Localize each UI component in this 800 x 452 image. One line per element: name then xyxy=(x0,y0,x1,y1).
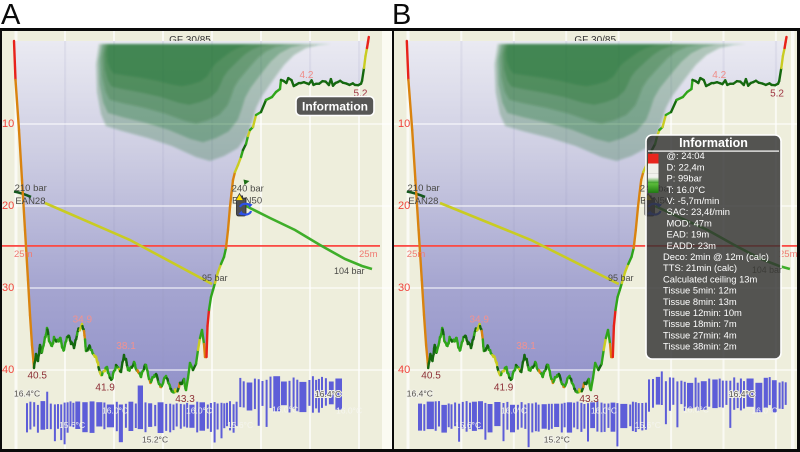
svg-text:15.6°C: 15.6°C xyxy=(227,420,253,430)
svg-text:30: 30 xyxy=(398,282,410,294)
svg-text:EADD: 23m: EADD: 23m xyxy=(667,240,717,251)
svg-text:10: 10 xyxy=(2,118,14,130)
svg-text:SAC: 23,4ℓ/min: SAC: 23,4ℓ/min xyxy=(667,206,730,217)
svg-text:15.2°C: 15.2°C xyxy=(544,435,570,445)
svg-text:Tissue 12min: 10m: Tissue 12min: 10m xyxy=(663,307,742,318)
svg-text:40.5: 40.5 xyxy=(28,371,48,382)
svg-text:16.4°C: 16.4°C xyxy=(14,389,40,399)
svg-text:16.0°C: 16.0°C xyxy=(501,406,527,416)
svg-text:EAN28: EAN28 xyxy=(408,196,438,207)
svg-text:Information: Information xyxy=(679,136,748,150)
svg-text:Tissue 8min: 13m: Tissue 8min: 13m xyxy=(663,296,737,307)
svg-text:16.0°C: 16.0°C xyxy=(591,406,617,416)
svg-text:Tissue 5min: 12m: Tissue 5min: 12m xyxy=(663,285,737,296)
svg-text:25m: 25m xyxy=(359,249,378,260)
svg-text:38.1: 38.1 xyxy=(516,341,536,352)
svg-text:T: 16.0°C: T: 16.0°C xyxy=(667,184,706,195)
svg-text:16.4°C: 16.4°C xyxy=(407,389,433,399)
svg-text:4.2: 4.2 xyxy=(712,70,726,81)
svg-text:41.9: 41.9 xyxy=(494,383,514,394)
svg-text:Tissue 38min: 2m: Tissue 38min: 2m xyxy=(663,341,737,352)
svg-text:43.3: 43.3 xyxy=(579,394,599,405)
svg-text:15.2°C: 15.2°C xyxy=(142,435,168,445)
svg-text:240 bar: 240 bar xyxy=(232,184,264,195)
svg-text:@: 24:04: @: 24:04 xyxy=(667,150,705,161)
svg-text:16.0°C: 16.0°C xyxy=(336,406,362,416)
svg-text:P: 99bar: P: 99bar xyxy=(667,173,702,184)
svg-text:40.5: 40.5 xyxy=(421,371,441,382)
svg-text:16.0°C: 16.0°C xyxy=(186,406,212,416)
svg-text:104 bar: 104 bar xyxy=(752,265,782,275)
svg-text:15.6°C: 15.6°C xyxy=(455,420,481,430)
svg-text:104 bar: 104 bar xyxy=(334,266,365,276)
svg-text:20: 20 xyxy=(398,200,410,212)
svg-text:4.2: 4.2 xyxy=(300,70,314,81)
svg-text:25m: 25m xyxy=(14,249,33,260)
svg-text:43.3: 43.3 xyxy=(175,394,195,405)
svg-text:25m: 25m xyxy=(779,249,797,260)
svg-text:25m: 25m xyxy=(407,249,426,260)
svg-text:16.4°C: 16.4°C xyxy=(315,389,341,399)
svg-text:16.0°C: 16.0°C xyxy=(272,405,298,415)
svg-text:210 bar: 210 bar xyxy=(408,183,440,194)
svg-text:EAN50: EAN50 xyxy=(232,196,262,207)
svg-text:TTS: 21min (calc): TTS: 21min (calc) xyxy=(663,262,737,273)
svg-text:20: 20 xyxy=(2,200,14,212)
svg-text:5.2: 5.2 xyxy=(770,89,784,100)
svg-text:41.9: 41.9 xyxy=(95,383,115,394)
svg-text:38.1: 38.1 xyxy=(116,341,136,352)
svg-text:40: 40 xyxy=(398,364,410,376)
svg-text:Tissue 18min: 7m: Tissue 18min: 7m xyxy=(663,318,737,329)
svg-text:95 bar: 95 bar xyxy=(202,273,228,283)
svg-text:10: 10 xyxy=(398,118,410,130)
svg-text:16.0°C: 16.0°C xyxy=(751,406,777,416)
svg-text:15.6°C: 15.6°C xyxy=(59,420,85,430)
svg-text:MOD: 47m: MOD: 47m xyxy=(667,217,713,228)
svg-text:34.9: 34.9 xyxy=(73,315,93,326)
svg-text:15.6°C: 15.6°C xyxy=(635,420,661,430)
svg-text:16.0°C: 16.0°C xyxy=(683,405,709,415)
svg-text:40: 40 xyxy=(2,364,14,376)
svg-text:95 bar: 95 bar xyxy=(608,273,634,283)
svg-text:Calculated ceiling 13m: Calculated ceiling 13m xyxy=(663,273,758,284)
svg-text:D: 22,4m: D: 22,4m xyxy=(667,161,705,172)
svg-text:Deco: 2min @ 12m (calc): Deco: 2min @ 12m (calc) xyxy=(663,251,769,262)
svg-text:34.9: 34.9 xyxy=(470,315,490,326)
svg-text:V: -5,7m/min: V: -5,7m/min xyxy=(667,195,720,206)
svg-text:Tissue 27min: 4m: Tissue 27min: 4m xyxy=(663,329,737,340)
svg-text:EAN28: EAN28 xyxy=(15,196,45,207)
svg-text:16.4°C: 16.4°C xyxy=(729,389,755,399)
svg-text:GF 30/85: GF 30/85 xyxy=(169,35,211,46)
svg-text:Information: Information xyxy=(302,100,368,114)
svg-text:30: 30 xyxy=(2,282,14,294)
svg-text:16.0°C: 16.0°C xyxy=(102,406,128,416)
svg-text:GF 30/85: GF 30/85 xyxy=(574,35,616,46)
svg-text:EAD: 19m: EAD: 19m xyxy=(667,229,710,240)
svg-text:5.2: 5.2 xyxy=(354,89,368,100)
svg-text:210 bar: 210 bar xyxy=(15,183,47,194)
